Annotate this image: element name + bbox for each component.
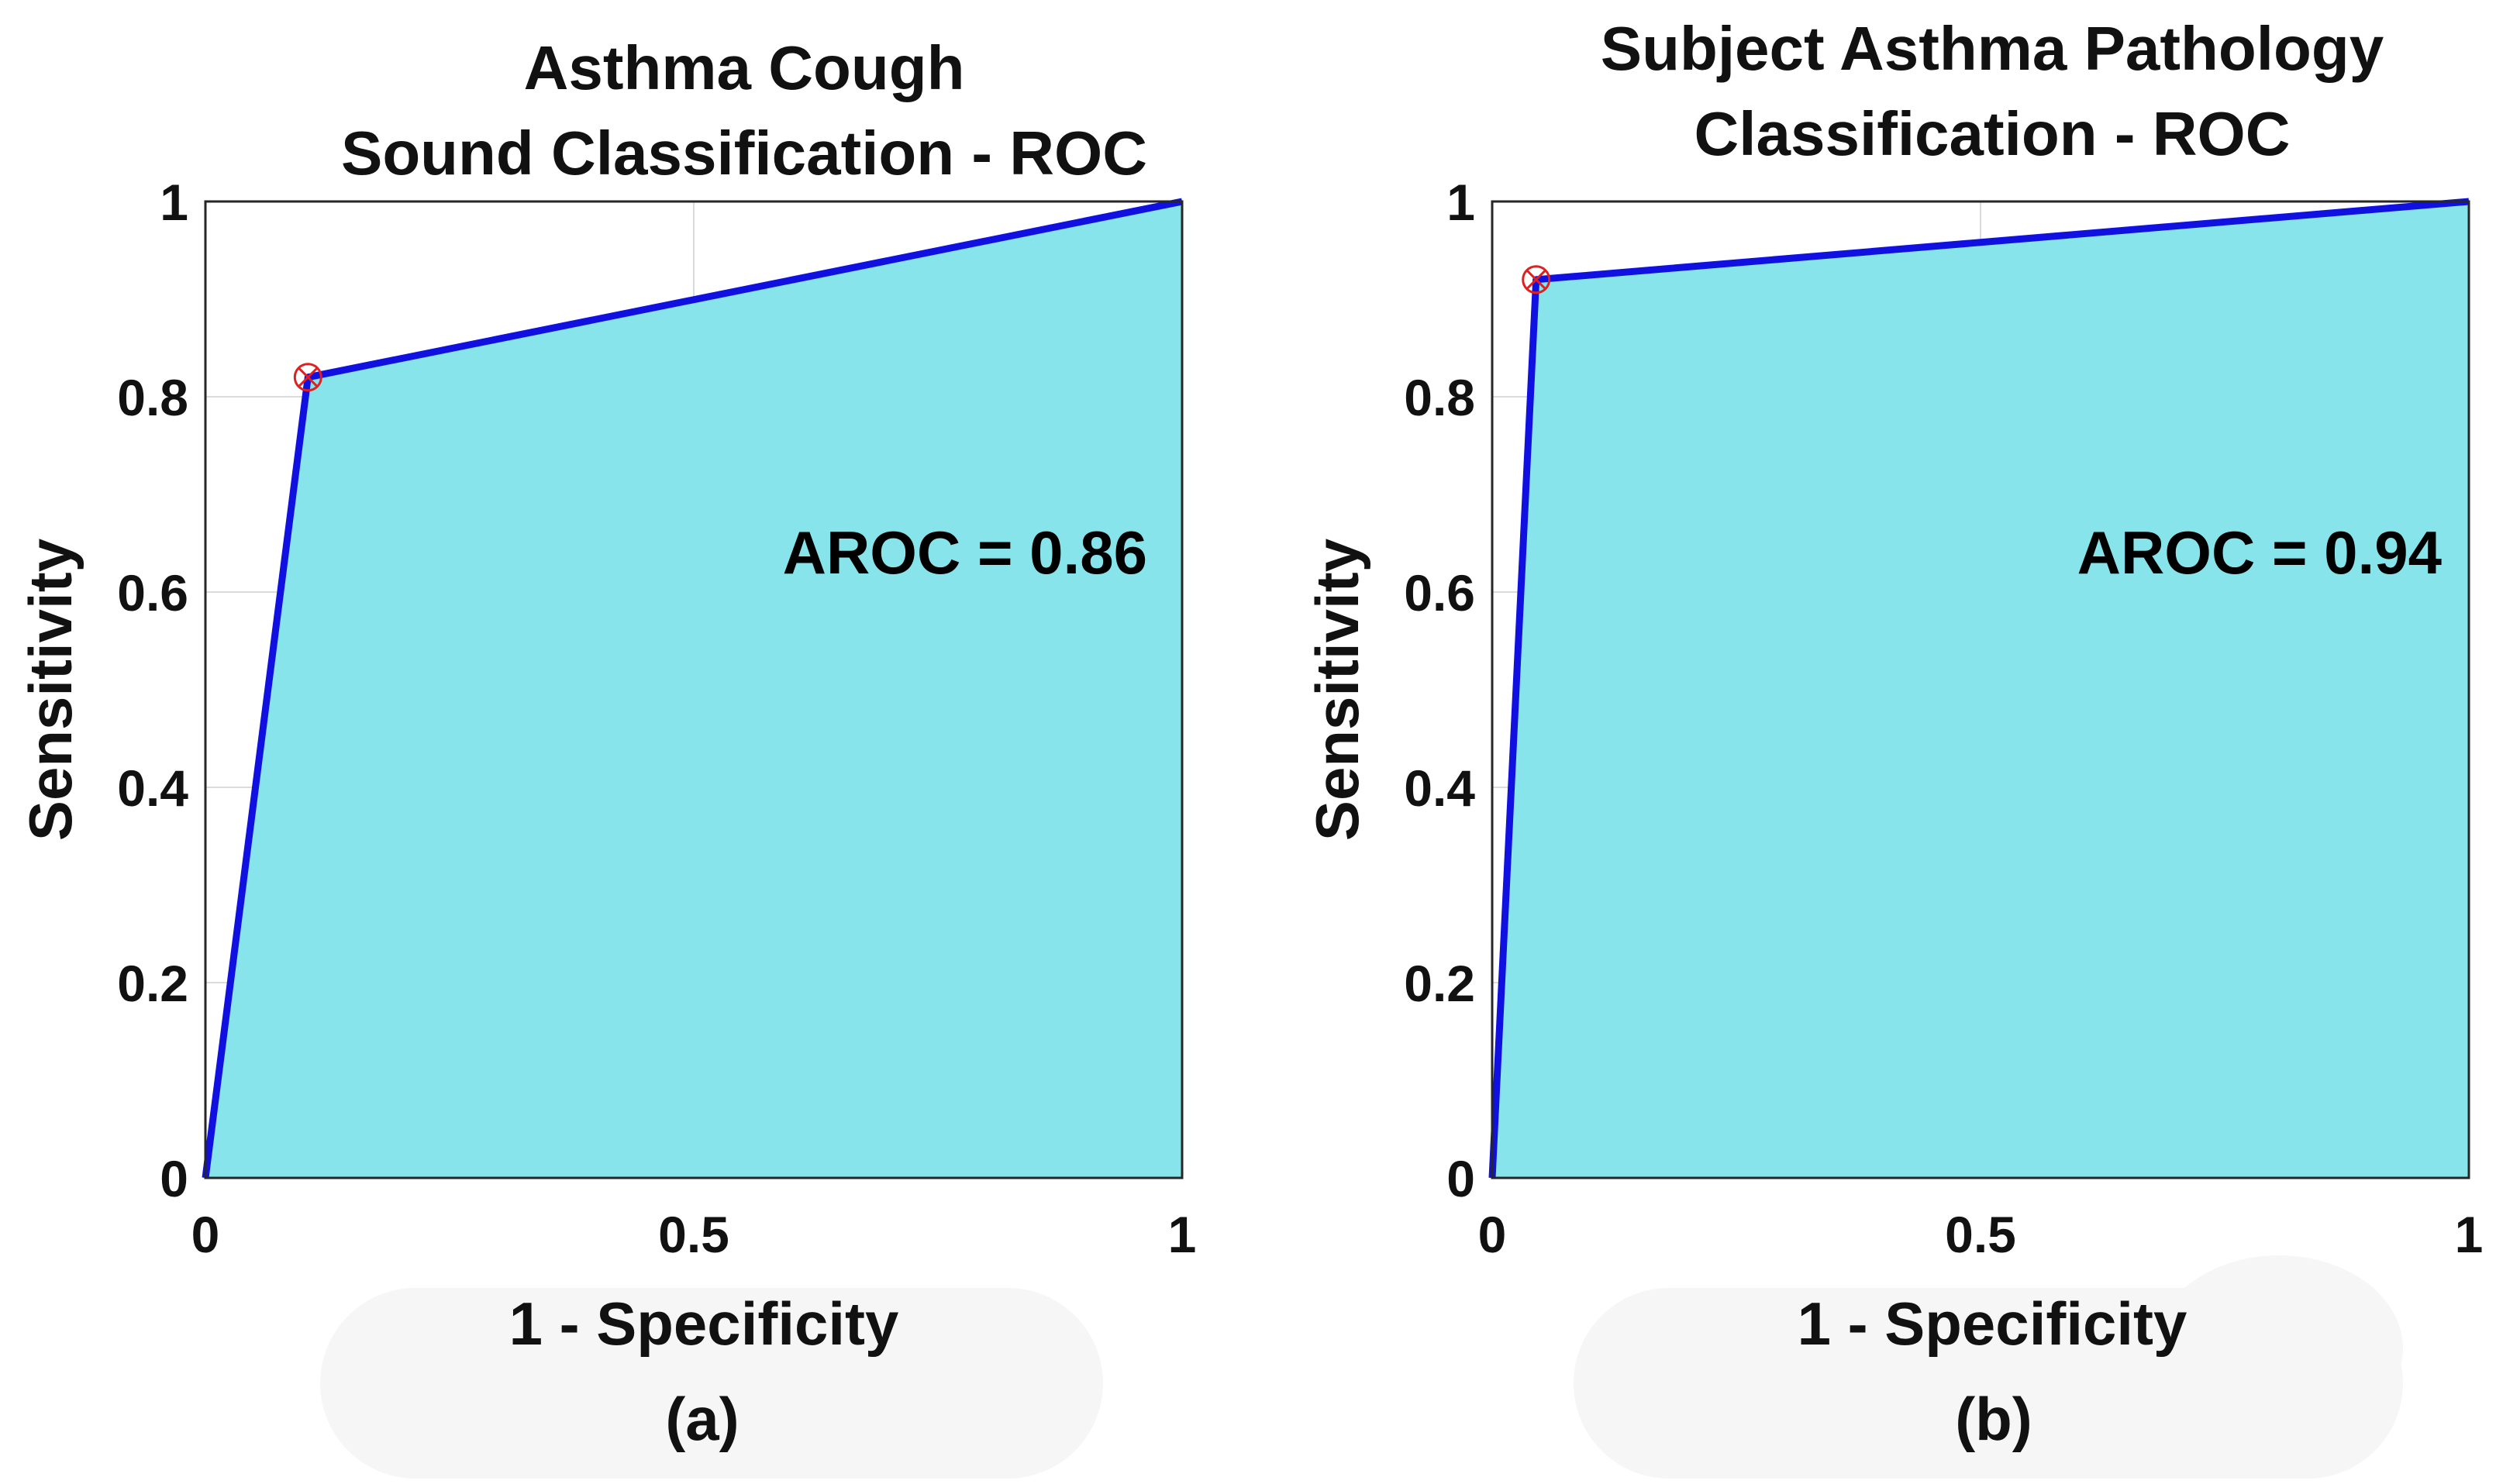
chart-title-line-2: Sound Classification - ROC [341, 119, 1147, 188]
chart-title-line-2: Classification - ROC [1694, 99, 2290, 168]
x-axis-label: 1 - Specificity [1798, 1289, 2187, 1358]
y-tick-labels: 0 0.2 0.4 0.6 0.8 1 [117, 174, 188, 1207]
y-tick-label: 0.4 [1404, 759, 1475, 817]
plot-area-a [202, 198, 1184, 1179]
y-tick-label: 0.8 [117, 369, 188, 426]
x-tick-label: 0.5 [1945, 1206, 2016, 1263]
marker-cross [297, 367, 319, 388]
caption-background-b-bump [2155, 1255, 2403, 1441]
y-axis-label: Sensitivity [1303, 539, 1371, 841]
panel-caption: (b) [1955, 1385, 2032, 1453]
marker-circle [1522, 265, 1551, 294]
aroc-annotation: AROC = 0.94 [2077, 518, 2442, 587]
plot-frame [1491, 200, 2470, 1179]
y-tick-label: 0.4 [117, 759, 188, 817]
x-tick-label: 1 [1168, 1206, 1197, 1263]
y-tick-label: 1 [160, 174, 188, 231]
aroc-annotation: AROC = 0.86 [783, 518, 1147, 587]
chart-title-line-1: Subject Asthma Pathology [1601, 14, 2384, 83]
chart-panel-b: Subject Asthma Pathology Classification … [1303, 14, 2483, 1453]
y-tick-label: 0.8 [1404, 369, 1475, 426]
plot-frame [204, 200, 1184, 1179]
auc-fill-area [205, 201, 1182, 1178]
chart-title-b: Subject Asthma Pathology Classification … [1601, 14, 2384, 168]
y-tick-label: 0.2 [1404, 955, 1475, 1012]
panel-caption: (a) [665, 1385, 739, 1453]
marker-cross [1526, 269, 1547, 291]
y-tick-labels: 0 0.2 0.4 0.6 0.8 1 [1404, 174, 1475, 1207]
y-tick-label: 0.6 [1404, 564, 1475, 621]
x-tick-labels: 0 0.5 1 [191, 1206, 1197, 1263]
chart-panel-a: Asthma Cough Sound Classification - ROC … [16, 33, 1196, 1453]
auc-fill-area [1492, 201, 2469, 1178]
chart-title-line-1: Asthma Cough [524, 33, 965, 102]
chart-title-a: Asthma Cough Sound Classification - ROC [341, 33, 1147, 188]
operating-point-marker [1522, 265, 1551, 294]
y-axis-label: Sensitivity [16, 539, 84, 841]
x-tick-labels: 0 0.5 1 [1478, 1206, 2484, 1263]
x-tick-label: 0 [1478, 1206, 1507, 1263]
y-tick-label: 1 [1446, 174, 1475, 231]
marker-circle [293, 363, 322, 392]
x-tick-label: 1 [2455, 1206, 2484, 1263]
caption-background-a [320, 1288, 1103, 1479]
x-tick-label: 0 [191, 1206, 220, 1263]
plot-area-b [1488, 198, 2470, 1179]
x-tick-label: 0.5 [658, 1206, 729, 1263]
y-tick-label: 0 [1446, 1150, 1475, 1207]
y-tick-label: 0.6 [117, 564, 188, 621]
y-tick-label: 0.2 [117, 955, 188, 1012]
x-axis-label: 1 - Specificity [509, 1289, 899, 1358]
y-tick-label: 0 [160, 1150, 188, 1207]
operating-point-marker [293, 363, 322, 392]
